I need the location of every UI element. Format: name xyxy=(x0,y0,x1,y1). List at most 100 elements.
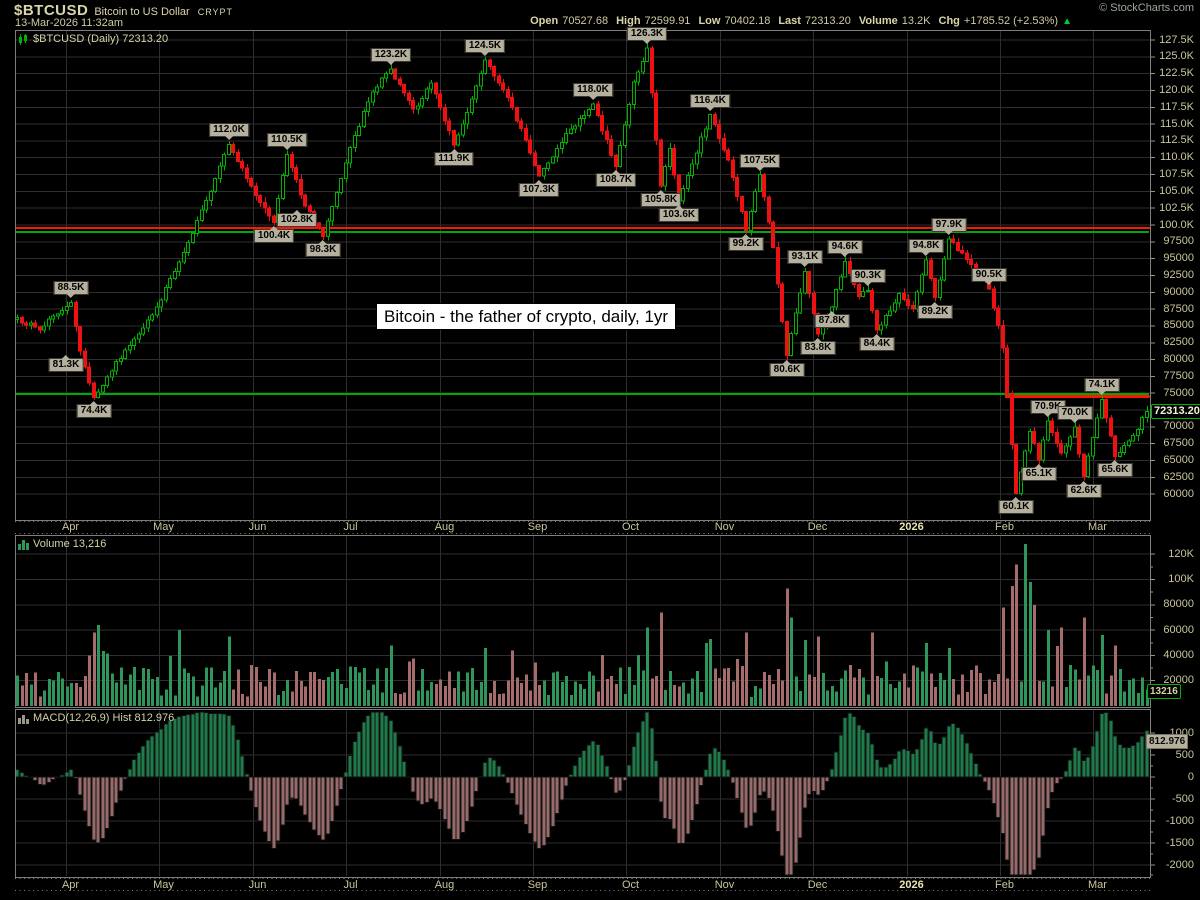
x-axis-month-label: Aug xyxy=(434,521,455,533)
y-axis-label: 77500 xyxy=(1163,369,1194,382)
quote-label: Open xyxy=(530,15,559,27)
price-callout: 102.8K xyxy=(276,210,318,228)
y-axis-label: 60000 xyxy=(1163,487,1194,500)
y-axis-label: 122.5K xyxy=(1159,67,1194,80)
y-axis-label: 80000 xyxy=(1163,353,1194,366)
price-callout: 94.8K xyxy=(908,239,944,256)
x-axis-month-label: Apr xyxy=(61,521,80,533)
price-callout: 116.4K xyxy=(690,93,730,111)
price-callout: 84.4K xyxy=(859,333,895,351)
y-axis-label: 67500 xyxy=(1163,437,1194,450)
x-axis-month-label: Apr xyxy=(61,879,80,891)
price-callout: 123.2K xyxy=(370,47,412,65)
price-callout: 99.2K xyxy=(728,234,764,252)
price-callout: 70.0K xyxy=(1057,405,1093,423)
y-axis-label: 120.0K xyxy=(1159,83,1194,96)
x-axis-month-label: Jul xyxy=(343,521,358,533)
y-axis-label: 127.5K xyxy=(1159,33,1194,46)
quote-value: 72313.20 xyxy=(804,15,851,27)
volume-panel xyxy=(15,535,1151,708)
price-callout: 111.9K xyxy=(434,148,474,166)
price-callout: 107.5K xyxy=(739,153,781,171)
macd-panel-title: MACD(12,26,9) Hist 812.976 xyxy=(18,712,174,724)
y-axis-label: 85000 xyxy=(1163,319,1194,332)
price-callout: 93.1K xyxy=(787,250,823,268)
y-axis-label: 20000 xyxy=(1163,674,1194,687)
x-axis-month-label: Oct xyxy=(621,521,640,533)
volume-panel-title-text: Volume 13,216 xyxy=(33,538,107,550)
symbol-exchange: CRYPT xyxy=(197,7,234,17)
y-axis-label: 60000 xyxy=(1163,623,1194,636)
price-callout: 89.2K xyxy=(917,301,953,319)
price-callout: 118.0K xyxy=(573,82,613,100)
x-axis-month-label: May xyxy=(153,521,174,533)
y-axis-label: 105.0K xyxy=(1159,184,1194,197)
y-axis-label: 80000 xyxy=(1163,598,1194,611)
y-axis-label: 87500 xyxy=(1163,302,1194,315)
price-callout: 80.6K xyxy=(769,359,805,377)
volume-panel-title: Volume 13,216 xyxy=(18,538,106,550)
price-callout: 74.4K xyxy=(76,401,112,419)
x-axis-month-label: 2026 xyxy=(899,521,924,533)
volume-badge: 13216 xyxy=(1147,684,1181,699)
macd-panel xyxy=(15,709,1151,878)
quote-value: 70402.18 xyxy=(724,15,771,27)
y-axis-label: 70000 xyxy=(1163,420,1194,433)
stockcharts-copyright-link[interactable]: © StockCharts.com xyxy=(1099,2,1194,14)
quote-value: 72599.91 xyxy=(644,15,691,27)
price-callout: 90.5K xyxy=(971,267,1007,285)
price-callout: 65.6K xyxy=(1097,460,1133,478)
price-callout: 81.3K xyxy=(48,354,84,372)
quote-label: Last xyxy=(778,15,801,27)
y-axis-label: 100K xyxy=(1168,573,1194,586)
x-axis-month-label: Dec xyxy=(807,879,828,891)
y-axis-label: 115.0K xyxy=(1159,117,1194,130)
x-axis-month-label: Dec xyxy=(807,521,828,533)
quote-value: 70527.68 xyxy=(562,15,609,27)
price-callout: 87.8K xyxy=(814,311,850,329)
price-callout: 65.1K xyxy=(1021,463,1057,481)
y-axis-label: -2000 xyxy=(1165,858,1194,871)
y-axis-label: 95000 xyxy=(1163,252,1194,265)
y-axis-label: 82500 xyxy=(1163,336,1194,349)
chart-datetime: 13-Mar-2026 11:32am xyxy=(15,17,124,29)
y-axis-label: 40000 xyxy=(1163,648,1194,661)
macd-panel-title-text: MACD(12,26,9) Hist 812.976 xyxy=(33,712,175,724)
price-callout: 98.3K xyxy=(305,240,341,258)
y-axis-label: 102.5K xyxy=(1159,201,1194,214)
price-callout: 126.3K xyxy=(626,27,668,45)
quote-label: Chg xyxy=(938,15,960,27)
price-panel-title-text: $BTCUSD (Daily) 72313.20 xyxy=(33,33,169,45)
price-callout: 90.3K xyxy=(850,269,886,287)
y-axis-label: 107.5K xyxy=(1159,168,1194,181)
y-axis-label: 75000 xyxy=(1163,386,1194,399)
y-axis-label: 500 xyxy=(1175,748,1194,761)
y-axis-label: 125.0K xyxy=(1159,50,1194,63)
y-axis-label: -1500 xyxy=(1165,836,1194,849)
candlestick-icon xyxy=(19,33,27,45)
x-axis-month-label: Oct xyxy=(621,879,640,891)
price-callout: 112.0K xyxy=(209,123,249,141)
macd-badge: 812.976 xyxy=(1146,734,1189,749)
price-callout: 100.4K xyxy=(253,226,295,244)
price-callout: 88.5K xyxy=(53,281,89,299)
x-axis-month-label: Jun xyxy=(248,879,267,891)
y-axis-label: 62500 xyxy=(1163,470,1194,483)
histogram-icon xyxy=(18,714,29,724)
price-panel-title: $BTCUSD (Daily) 72313.20 xyxy=(18,33,168,45)
price-callout: 103.6K xyxy=(658,204,700,222)
x-axis-month-label: Mar xyxy=(1088,521,1107,533)
y-axis-label: 97500 xyxy=(1163,235,1194,248)
price-callout: 124.5K xyxy=(464,39,506,57)
x-axis-month-label: Jun xyxy=(248,521,267,533)
y-axis-label: 110.0K xyxy=(1159,151,1194,164)
price-callout: 108.7K xyxy=(595,170,637,188)
price-callout: 60.1K xyxy=(998,497,1034,515)
x-axis-month-label: Nov xyxy=(714,521,735,533)
chart-annotation-textbox[interactable]: Bitcoin - the father of crypto, daily, 1… xyxy=(376,303,677,330)
quote-value: +1785.52 (+2.53%) xyxy=(963,15,1059,27)
y-axis-label: 65000 xyxy=(1163,454,1194,466)
y-axis-label: -1000 xyxy=(1165,814,1194,827)
quote-value: 13.2K xyxy=(901,15,931,27)
